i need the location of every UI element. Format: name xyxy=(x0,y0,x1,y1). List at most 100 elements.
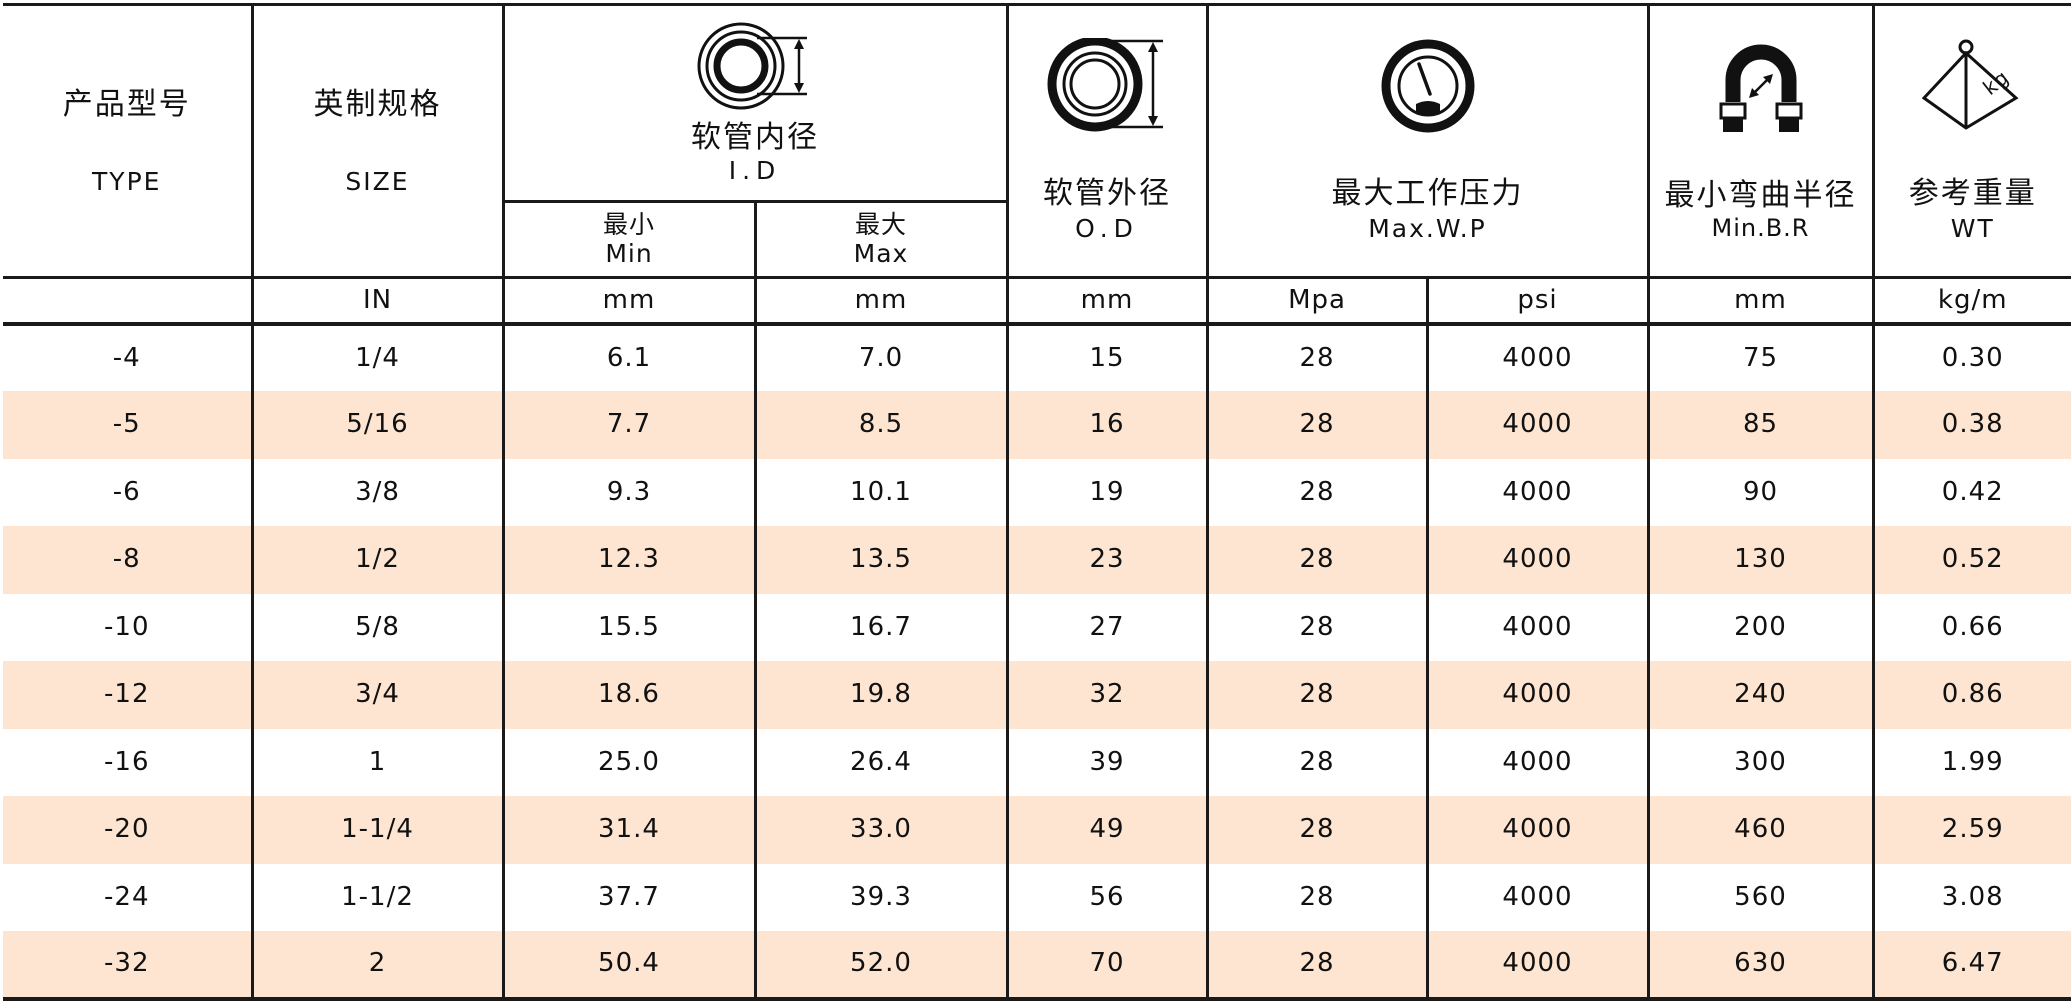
cell-id-min: 50.4 xyxy=(501,930,757,1001)
cell-br: 240 xyxy=(1646,660,1875,729)
header-id-min: 最小 Min xyxy=(503,201,757,278)
header-id-max: 最大 Max xyxy=(753,201,1007,278)
cell-psi: 4000 xyxy=(1425,728,1650,796)
cell-br: 130 xyxy=(1646,525,1875,594)
cell-size: 1/4 xyxy=(250,323,505,391)
cell-id-max: 16.7 xyxy=(753,593,1009,661)
hose-outer-diameter-icon xyxy=(1047,37,1163,132)
cell-type: -32 xyxy=(3,930,254,1001)
hose-inner-diameter-icon xyxy=(697,22,807,110)
header-size-cn: 英制规格 xyxy=(313,86,442,122)
table-row: -20 1-1/4 31.4 33.0 49 28 4000 460 2.59 xyxy=(3,795,2071,864)
unit-id-max: mm xyxy=(753,276,1009,326)
cell-type: -4 xyxy=(3,323,254,391)
cell-br: 300 xyxy=(1646,728,1875,796)
unit-br: mm xyxy=(1646,276,1875,326)
header-br-en: Min.B.R xyxy=(1711,213,1810,242)
cell-id-max: 39.3 xyxy=(753,863,1009,931)
hose-spec-table: 产品型号 TYPE 英制规格 SIZE xyxy=(3,3,2071,1001)
cell-mpa: 28 xyxy=(1205,323,1429,391)
header-wp-en: Max.W.P xyxy=(1368,213,1487,243)
cell-psi: 4000 xyxy=(1425,593,1650,661)
cell-size: 5/16 xyxy=(250,390,505,459)
cell-wt: 0.38 xyxy=(1871,390,2071,459)
cell-psi: 4000 xyxy=(1425,660,1650,729)
header-br-cn: 最小弯曲半径 xyxy=(1664,177,1857,213)
cell-mpa: 28 xyxy=(1205,930,1429,1001)
cell-id-min: 9.3 xyxy=(501,458,757,526)
table-row: -4 1/4 6.1 7.0 15 28 4000 75 0.30 xyxy=(3,323,2071,391)
cell-type: -24 xyxy=(3,863,254,931)
header-type-cn: 产品型号 xyxy=(62,86,191,122)
cell-od: 27 xyxy=(1005,593,1209,661)
cell-wt: 3.08 xyxy=(1871,863,2071,931)
header-wt-en: WT xyxy=(1950,213,1995,243)
cell-od: 15 xyxy=(1005,323,1209,391)
cell-type: -8 xyxy=(3,525,254,594)
cell-id-max: 33.0 xyxy=(753,795,1009,864)
cell-size: 2 xyxy=(250,930,505,1001)
cell-psi: 4000 xyxy=(1425,863,1650,931)
cell-type: -10 xyxy=(3,593,254,661)
header-type-en: TYPE xyxy=(92,166,162,196)
cell-size: 5/8 xyxy=(250,593,505,661)
unit-od: mm xyxy=(1005,276,1209,326)
cell-od: 56 xyxy=(1005,863,1209,931)
table-row: -24 1-1/2 37.7 39.3 56 28 4000 560 3.08 xyxy=(3,863,2071,931)
table-row: -8 1/2 12.3 13.5 23 28 4000 130 0.52 xyxy=(3,525,2071,594)
cell-psi: 4000 xyxy=(1425,930,1650,1001)
cell-id-min: 12.3 xyxy=(501,525,757,594)
cell-br: 630 xyxy=(1646,930,1875,1001)
cell-id-min: 37.7 xyxy=(501,863,757,931)
cell-id-min: 18.6 xyxy=(501,660,757,729)
header-wt: kg 参考重量 WT xyxy=(1871,3,2071,278)
cell-id-min: 15.5 xyxy=(501,593,757,661)
cell-od: 16 xyxy=(1005,390,1209,459)
cell-od: 32 xyxy=(1005,660,1209,729)
cell-mpa: 28 xyxy=(1205,728,1429,796)
cell-psi: 4000 xyxy=(1425,525,1650,594)
cell-psi: 4000 xyxy=(1425,390,1650,459)
table-row: -5 5/16 7.7 8.5 16 28 4000 85 0.38 xyxy=(3,390,2071,459)
cell-type: -12 xyxy=(3,660,254,729)
unit-wt: kg/m xyxy=(1871,276,2071,326)
cell-mpa: 28 xyxy=(1205,525,1429,594)
cell-size: 1-1/2 xyxy=(250,863,505,931)
cell-wt: 0.52 xyxy=(1871,525,2071,594)
cell-wt: 0.86 xyxy=(1871,660,2071,729)
header-id-min-en: Min xyxy=(605,238,653,268)
cell-id-max: 26.4 xyxy=(753,728,1009,796)
cell-mpa: 28 xyxy=(1205,660,1429,729)
cell-mpa: 28 xyxy=(1205,390,1429,459)
unit-mpa: Mpa xyxy=(1205,276,1429,326)
cell-psi: 4000 xyxy=(1425,323,1650,391)
cell-type: -16 xyxy=(3,728,254,796)
header-br: 最小弯曲半径 Min.B.R xyxy=(1646,3,1875,278)
header-id-max-en: Max xyxy=(853,238,909,268)
header-wt-cn: 参考重量 xyxy=(1908,175,2037,211)
unit-type xyxy=(3,276,254,326)
cell-mpa: 28 xyxy=(1205,593,1429,661)
cell-br: 75 xyxy=(1646,323,1875,391)
cell-mpa: 28 xyxy=(1205,795,1429,864)
cell-od: 49 xyxy=(1005,795,1209,864)
header-size: 英制规格 SIZE xyxy=(250,3,505,278)
unit-psi: psi xyxy=(1425,276,1650,326)
table-row: -12 3/4 18.6 19.8 32 28 4000 240 0.86 xyxy=(3,660,2071,729)
cell-wt: 2.59 xyxy=(1871,795,2071,864)
units-row: IN mm mm mm Mpa psi mm kg/m xyxy=(3,276,2071,326)
header-od-en: O.D xyxy=(1075,213,1139,243)
table-row: -10 5/8 15.5 16.7 27 28 4000 200 0.66 xyxy=(3,593,2071,661)
pressure-gauge-icon xyxy=(1381,39,1474,133)
unit-id-min: mm xyxy=(501,276,757,326)
header-row-sub: 最小 Min 最大 Max xyxy=(3,201,2071,278)
cell-wt: 0.30 xyxy=(1871,323,2071,391)
cell-size: 3/8 xyxy=(250,458,505,526)
cell-wt: 1.99 xyxy=(1871,728,2071,796)
cell-type: -5 xyxy=(3,390,254,459)
cell-br: 460 xyxy=(1646,795,1875,864)
header-od: 软管外径 O.D xyxy=(1005,3,1209,278)
cell-wt: 0.66 xyxy=(1871,593,2071,661)
cell-id-min: 6.1 xyxy=(501,323,757,391)
cell-id-max: 8.5 xyxy=(753,390,1009,459)
